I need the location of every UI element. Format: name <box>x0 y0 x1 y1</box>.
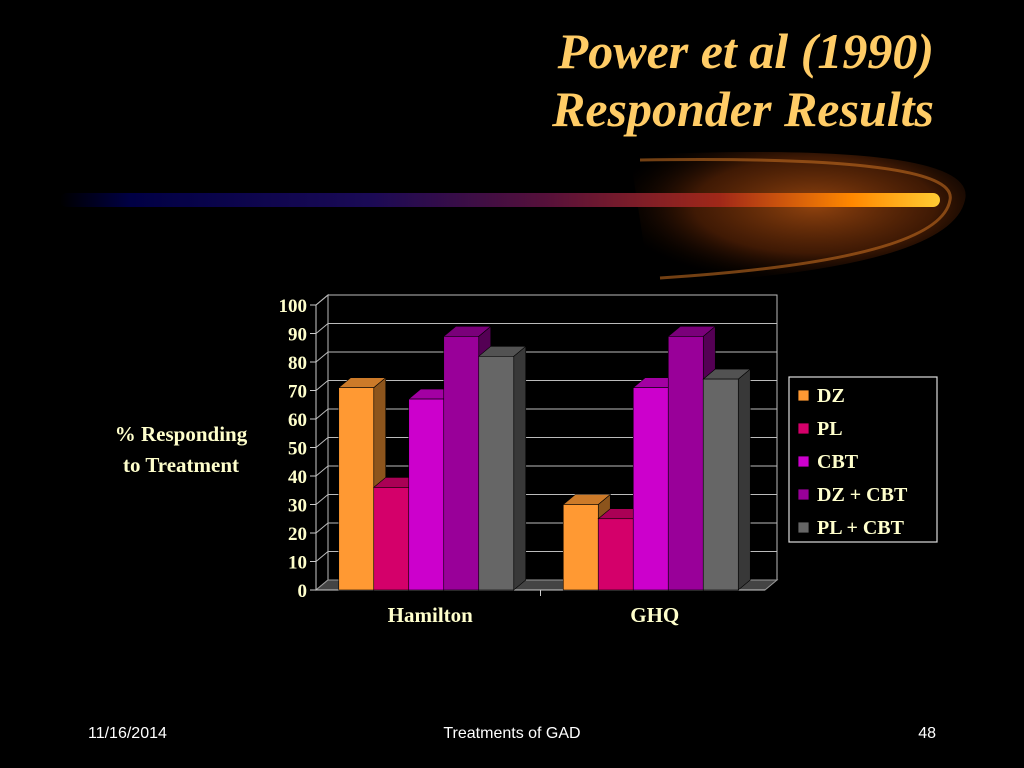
bar <box>478 355 515 591</box>
legend-swatch <box>797 521 810 534</box>
y-tick-label: 0 <box>298 581 308 602</box>
y-tick-label: 70 <box>288 382 307 403</box>
y-tick-label: 30 <box>288 496 307 517</box>
legend-swatch <box>797 455 810 468</box>
title-line-2: Responder Results <box>551 81 934 137</box>
bar-side <box>513 345 527 591</box>
legend-label: CBT <box>817 451 859 473</box>
gridline <box>315 323 777 334</box>
decorative-swoosh <box>60 152 966 285</box>
gridline <box>315 408 777 420</box>
legend-label: PL + CBT <box>817 517 905 539</box>
y-axis-label-line-1: % Responding <box>115 422 248 446</box>
legend-swatch <box>797 389 810 402</box>
legend-swatch <box>797 422 810 435</box>
gridline <box>315 380 777 391</box>
y-tick-label: 20 <box>288 524 307 545</box>
legend-box <box>788 376 938 543</box>
y-tick-label: 100 <box>279 296 308 317</box>
legend-swatch <box>797 488 810 501</box>
x-category-label: GHQ <box>630 603 679 627</box>
footer-title: Treatments of GAD <box>443 725 581 742</box>
bar <box>667 336 704 591</box>
gridline <box>315 494 777 505</box>
y-axis-label-line-2: to Treatment <box>123 453 239 477</box>
bar <box>562 504 599 591</box>
y-tick-label: 40 <box>288 467 307 488</box>
bar <box>632 387 669 591</box>
y-tick-label: 10 <box>288 553 307 574</box>
y-tick-label: 60 <box>288 410 307 431</box>
bar-side <box>737 368 751 591</box>
y-tick-label: 50 <box>288 439 307 460</box>
gridline <box>315 437 777 448</box>
legend-label: PL <box>817 418 843 440</box>
legend-label: DZ <box>817 385 845 407</box>
x-category-label: Hamilton <box>388 603 473 627</box>
bar <box>597 518 634 591</box>
gridline <box>315 351 777 363</box>
y-tick-label: 90 <box>288 325 307 346</box>
slide-title: Power et al (1990) Responder Results <box>552 22 934 138</box>
gridline <box>315 465 777 477</box>
gridline <box>315 294 777 306</box>
bar <box>443 336 480 591</box>
title-line-1: Power et al (1990) <box>557 23 934 79</box>
bar <box>373 487 410 591</box>
bar <box>702 378 739 591</box>
footer-page-number: 48 <box>918 725 936 742</box>
legend-label: DZ + CBT <box>817 484 908 506</box>
bar <box>408 398 445 591</box>
footer-date: 11/16/2014 <box>88 725 167 742</box>
y-tick-label: 80 <box>288 353 307 374</box>
bar <box>338 387 375 591</box>
